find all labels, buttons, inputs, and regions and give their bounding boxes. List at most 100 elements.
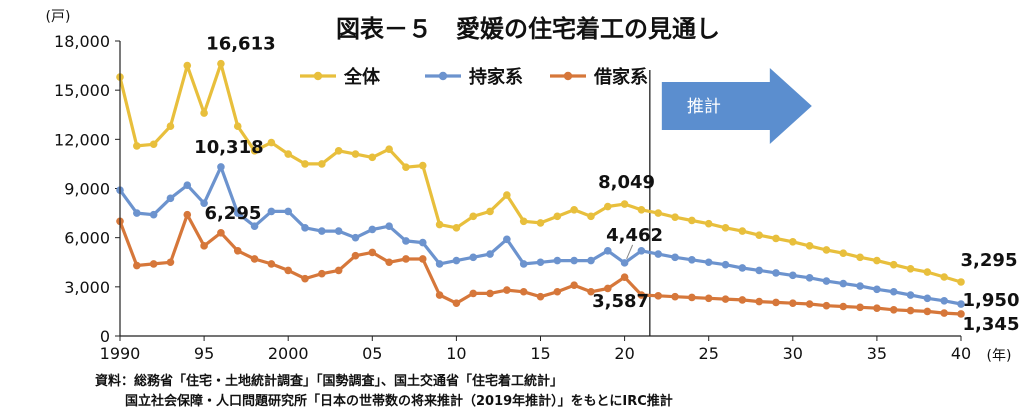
y-tick-label: 6,000 [64, 229, 110, 248]
data-point-owned [805, 274, 814, 282]
data-point-rented [486, 289, 494, 298]
data-point-rented [755, 297, 763, 306]
data-label: 16,613 [206, 34, 275, 55]
y-tick-label: 3,000 [64, 278, 110, 297]
data-point-rented [267, 260, 276, 268]
data-point-owned [351, 233, 360, 242]
data-point-rented [166, 258, 175, 267]
data-point-total [267, 138, 276, 147]
data-point-total [486, 207, 494, 216]
data-point-owned [183, 181, 192, 190]
data-point-owned [402, 237, 410, 245]
data-point-owned [301, 224, 309, 232]
data-point-owned [789, 271, 797, 280]
data-point-owned [318, 227, 326, 235]
data-point-owned [620, 259, 629, 267]
forecast-label: 推計 [687, 97, 721, 117]
data-point-total [620, 200, 629, 208]
legend-label-total: 全体 [343, 66, 381, 88]
data-point-total [940, 273, 948, 281]
data-point-total [318, 160, 326, 168]
data-point-owned [217, 163, 225, 171]
data-point-rented [149, 260, 158, 268]
data-point-owned [250, 222, 259, 230]
data-point-owned [738, 264, 747, 272]
data-point-owned [149, 210, 158, 219]
data-point-owned [772, 269, 780, 277]
data-point-rented [435, 291, 444, 299]
data-point-owned [637, 246, 646, 255]
data-point-total [873, 256, 881, 265]
data-point-rented [637, 291, 646, 299]
x-tick-label: 1990 [100, 344, 141, 363]
data-point-rented [805, 300, 814, 308]
data-point-total [889, 260, 898, 269]
data-point-rented [284, 266, 293, 275]
data-point-owned [721, 260, 730, 269]
data-point-rented [250, 255, 259, 263]
data-point-total [183, 61, 192, 70]
data-point-total [755, 231, 763, 240]
data-point-total [839, 249, 848, 258]
data-point-rented [553, 287, 562, 296]
legend-marker-rented [563, 71, 573, 81]
data-point-owned [889, 287, 898, 296]
data-point-owned [469, 253, 478, 262]
data-point-rented [351, 251, 360, 260]
data-point-rented [519, 287, 528, 296]
data-point-total [570, 206, 578, 214]
data-point-total [301, 160, 309, 168]
data-point-owned [418, 238, 427, 247]
data-point-total [805, 242, 814, 250]
data-point-total [721, 224, 730, 232]
label-leader-line [626, 244, 634, 260]
data-point-owned [334, 227, 343, 235]
y-tick-label: 0 [100, 327, 110, 346]
data-point-total [957, 278, 965, 286]
data-point-owned [957, 300, 965, 308]
data-point-total [738, 227, 747, 235]
series-line-total [118, 62, 962, 284]
data-label: 8,049 [598, 172, 655, 193]
data-point-rented [318, 269, 326, 278]
data-point-owned [452, 256, 461, 265]
data-label: 6,295 [204, 203, 261, 224]
y-axis-unit: (戸) [46, 9, 71, 25]
data-point-rented [738, 296, 747, 304]
data-point-total [503, 191, 511, 199]
x-tick-label: 05 [362, 344, 382, 363]
data-point-rented [923, 307, 932, 316]
y-tick-label: 12,000 [54, 130, 110, 149]
data-point-owned [873, 285, 881, 294]
data-point-rented [957, 310, 965, 318]
data-point-total [637, 206, 646, 214]
y-tick-label: 9,000 [64, 180, 110, 199]
data-point-total [452, 224, 461, 232]
legend-label-rented: 借家系 [593, 66, 648, 88]
data-point-total [822, 246, 831, 254]
x-tick-label: 40 [951, 344, 971, 363]
data-point-owned [570, 256, 578, 265]
data-point-owned [166, 194, 175, 203]
y-tick-label: 18,000 [54, 32, 110, 51]
data-point-owned [553, 256, 562, 265]
data-point-rented [587, 287, 595, 296]
forecast-arrow [661, 68, 812, 144]
x-tick-label: 30 [783, 344, 803, 363]
data-point-total [217, 59, 225, 68]
data-point-rented [620, 273, 629, 282]
data-point-total [519, 217, 528, 226]
series-group [116, 59, 965, 318]
data-point-total [553, 212, 562, 221]
data-point-rented [452, 299, 461, 308]
x-tick-label: 2000 [268, 344, 309, 363]
data-point-owned [536, 258, 545, 267]
x-tick-label: 25 [699, 344, 719, 363]
legend-marker-owned [438, 71, 448, 81]
data-point-total [704, 219, 713, 228]
x-axis-unit: (年) [987, 348, 1012, 364]
data-point-total [671, 213, 679, 221]
data-point-owned [435, 260, 444, 268]
data-point-rented [536, 292, 545, 301]
data-point-owned [284, 207, 293, 216]
